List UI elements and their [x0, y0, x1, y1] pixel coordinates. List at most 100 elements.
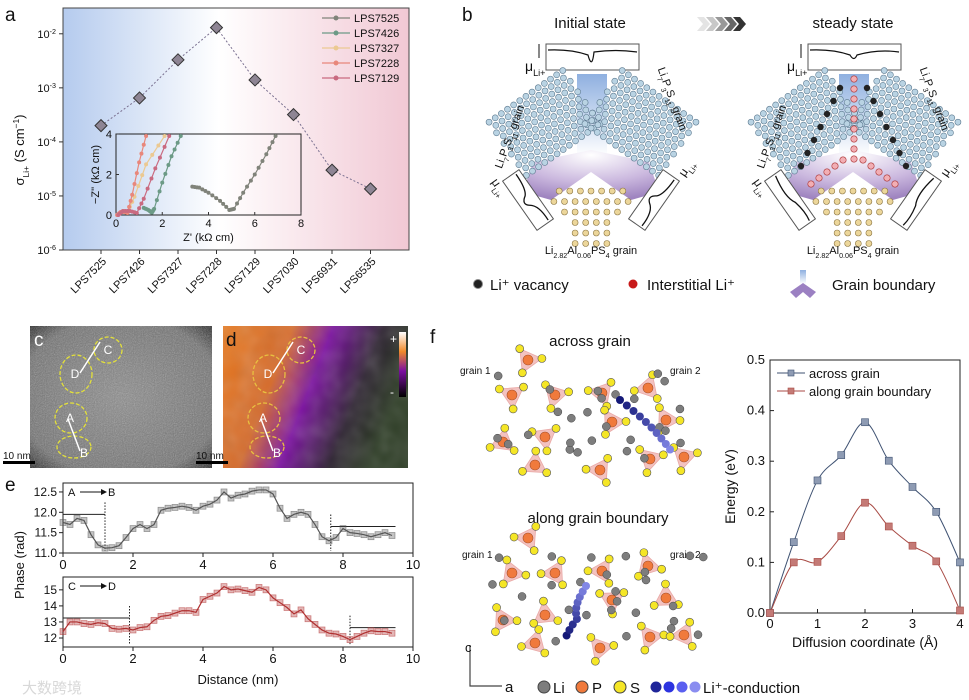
- data-point: [122, 534, 130, 541]
- li-atom: [547, 552, 557, 561]
- upper-right-grain-atom: [659, 127, 666, 134]
- upper-left-grain-atom: [774, 131, 782, 139]
- inset-data-point: [154, 198, 159, 203]
- interstitial-li-atom: [875, 168, 883, 176]
- panel-label-e: e: [5, 475, 16, 496]
- lower-grain-atom: [598, 187, 605, 195]
- upper-left-grain-atom: [785, 107, 793, 115]
- lower-grain-atom: [833, 198, 841, 205]
- arrowhead-icon: [101, 489, 107, 495]
- upper-left-grain-atom: [574, 88, 581, 96]
- upper-left-grain-atom: [553, 150, 561, 158]
- upper-right-grain-atom: [670, 143, 678, 150]
- y-tick-label: 0.0: [747, 605, 765, 620]
- upper-left-grain-atom: [562, 104, 570, 112]
- inset-data-point: [153, 166, 158, 171]
- profile-line: [62, 489, 393, 549]
- s-atom: [649, 601, 659, 610]
- y-tick-label: 10-5: [37, 190, 56, 203]
- lower-grain-atom: [833, 240, 841, 247]
- upper-left-grain-atom: [546, 147, 554, 154]
- upper-right-grain-atom: [892, 154, 900, 162]
- y-tick-label: 12: [44, 631, 58, 645]
- upper-left-grain-atom: [753, 114, 761, 122]
- upper-right-grain-atom: [623, 86, 631, 94]
- upper-left-grain-atom: [563, 112, 571, 119]
- data-point: [227, 494, 235, 502]
- chevron: [724, 17, 737, 31]
- inset-data-point: [141, 142, 146, 147]
- lower-grain-atom: [886, 198, 894, 205]
- upper-right-grain-atom: [692, 118, 700, 126]
- upper-left-grain-atom: [817, 93, 824, 101]
- upper-right-grain-atom: [856, 121, 864, 129]
- interstitial-li-atom: [850, 85, 858, 93]
- text-part: 11: [510, 132, 520, 142]
- upper-left-grain-atom: [525, 122, 532, 130]
- upper-left-grain-atom: [822, 74, 829, 82]
- upper-left-grain-atom: [784, 164, 791, 172]
- li-atom: [551, 636, 560, 646]
- upper-left-grain-atom: [533, 148, 541, 156]
- legend-marker: [333, 15, 339, 21]
- legend-label: LPS7129: [354, 73, 399, 85]
- upper-right-grain-atom: [900, 136, 908, 144]
- upper-left-grain-atom: [571, 130, 579, 137]
- x-tick-label: 8: [339, 651, 346, 666]
- x-tick-label: 0: [59, 557, 66, 572]
- lower-grain-atom: [614, 198, 621, 205]
- upper-right-grain-atom: [643, 155, 651, 163]
- inset-data-point: [137, 160, 142, 165]
- upper-left-grain-atom: [762, 140, 770, 147]
- line-a-b: [67, 418, 81, 452]
- upper-left-grain-atom: [792, 111, 800, 118]
- upper-right-grain-atom: [870, 107, 878, 115]
- s-atom: [583, 566, 593, 576]
- region-label_D: D: [71, 367, 80, 381]
- upper-right-grain-atom: [922, 112, 930, 119]
- x-tick-label: 2: [129, 557, 136, 572]
- data-point: [304, 510, 312, 518]
- data-point: [108, 625, 116, 632]
- data-point: [115, 542, 123, 550]
- lower-grain-atom: [550, 198, 558, 205]
- data-point: [861, 498, 869, 507]
- side-mu-curve: [515, 173, 549, 221]
- upper-right-grain-atom: [637, 151, 645, 159]
- upper-right-grain-atom: [907, 133, 915, 141]
- s-atom: [509, 446, 519, 455]
- upper-left-grain-atom: [535, 91, 543, 99]
- data-point: [388, 629, 396, 637]
- upper-left-grain-atom: [551, 128, 559, 135]
- lower-grain-atom: [577, 187, 584, 195]
- y-tick-label: 10-3: [37, 82, 56, 95]
- data-point: [346, 636, 354, 643]
- upper-right-grain-atom: [634, 110, 642, 117]
- upper-left-grain-atom: [790, 88, 798, 96]
- y-tick-label: 10-2: [37, 28, 56, 41]
- interstitial-li-atom: [807, 180, 815, 188]
- s-atom: [539, 596, 548, 606]
- panel-label-b: b: [462, 5, 473, 26]
- upper-right-grain-atom: [913, 137, 921, 145]
- upper-right-grain-atom: [658, 134, 666, 142]
- data-point: [248, 73, 262, 87]
- data-point: [360, 629, 368, 637]
- upper-left-grain-atom: [540, 144, 547, 151]
- lower-grain-atom: [865, 240, 873, 247]
- upper-left-grain-atom: [506, 128, 513, 135]
- upper-left-grain-atom: [542, 95, 549, 102]
- s-atom: [600, 405, 609, 415]
- upper-right-grain-atom: [685, 129, 692, 137]
- inset-data-point: [200, 187, 205, 192]
- data-point: [353, 633, 361, 640]
- lower-grain-atom: [865, 198, 873, 205]
- data-point: [94, 118, 108, 133]
- x-tick-label: 2: [861, 616, 868, 631]
- chevron: [706, 17, 719, 31]
- s-atom: [509, 532, 519, 542]
- upper-right-grain-atom: [595, 114, 602, 121]
- data-point: [346, 529, 354, 537]
- upper-right-grain-atom: [615, 104, 623, 112]
- text-part: Li: [917, 66, 931, 78]
